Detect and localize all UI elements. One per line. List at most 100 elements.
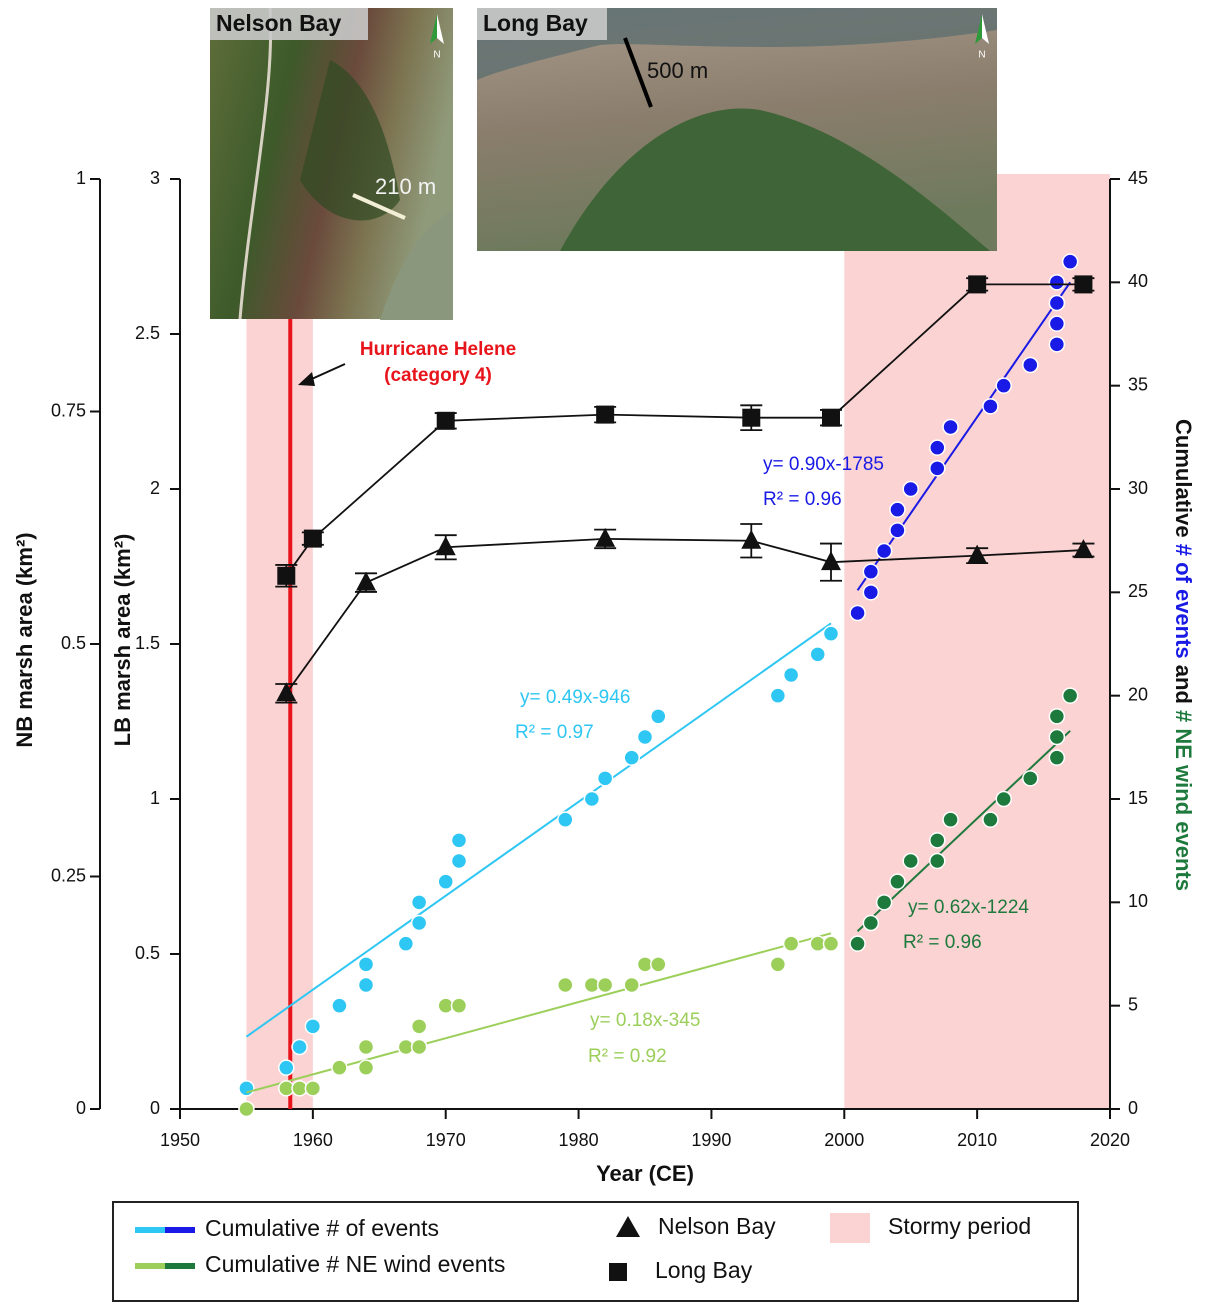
y-tick-label: 0.5 — [135, 943, 160, 963]
event-point — [558, 978, 573, 993]
y-axis-title: LB marsh area (km²) — [110, 534, 135, 747]
legend-label: Stormy period — [888, 1213, 1031, 1239]
y2-tick-label: 5 — [1128, 994, 1138, 1014]
y2-tick-label: 25 — [1128, 581, 1148, 601]
event-point — [638, 730, 653, 745]
fit-equation: y= 0.90x-1785 — [763, 454, 884, 475]
event-point — [624, 750, 639, 765]
inset-title: Nelson Bay — [216, 10, 341, 36]
event-point — [398, 936, 413, 951]
event-point — [651, 709, 666, 724]
scale-label: 500 m — [647, 58, 708, 83]
y2-tick-label: 35 — [1128, 374, 1148, 394]
long-bay-point — [437, 412, 455, 430]
event-point — [824, 936, 839, 951]
long-bay-point — [822, 409, 840, 427]
y2-axis-title-part: Cumulative — [1171, 419, 1196, 544]
x-tick-label: 1950 — [160, 1130, 200, 1150]
hurricane-label: (category 4) — [384, 365, 492, 386]
event-point — [863, 585, 878, 600]
event-point — [943, 420, 958, 435]
x-tick-label: 2010 — [957, 1130, 997, 1150]
event-point — [943, 812, 958, 827]
y3-axis-title: NB marsh area (km²) — [12, 532, 37, 747]
event-point — [239, 1081, 254, 1096]
nelson-bay-point — [595, 528, 615, 547]
event-point — [359, 957, 374, 972]
fit-r2: R² = 0.96 — [903, 932, 982, 953]
y-tick-label: 3 — [150, 168, 160, 188]
x-axis-title: Year (CE) — [596, 1161, 694, 1186]
y3-tick-label: 0.5 — [61, 633, 86, 653]
event-point — [412, 1040, 427, 1055]
y2-tick-label: 40 — [1128, 271, 1148, 291]
event-point — [1023, 358, 1038, 373]
fit-equation: y= 0.62x-1224 — [908, 897, 1029, 918]
event-point — [784, 668, 799, 683]
long-bay-point — [304, 530, 322, 548]
x-tick-label: 1990 — [691, 1130, 731, 1150]
north-label: N — [978, 50, 985, 61]
nelson-bay-point — [741, 530, 761, 549]
long-bay-point — [596, 406, 614, 424]
event-point — [996, 792, 1011, 807]
hurricane-label: Hurricane Helene — [360, 339, 516, 360]
x-tick-label: 2020 — [1090, 1130, 1130, 1150]
event-point — [558, 812, 573, 827]
y3-tick-label: 0 — [76, 1098, 86, 1118]
legend-label: Cumulative # NE wind events — [205, 1251, 505, 1277]
event-point — [1063, 254, 1078, 269]
x-tick-label: 1960 — [293, 1130, 333, 1150]
event-point — [890, 523, 905, 538]
event-point — [305, 1081, 320, 1096]
event-point — [877, 895, 892, 910]
y-tick-label: 0 — [150, 1098, 160, 1118]
event-point — [1049, 337, 1064, 352]
event-point — [1049, 316, 1064, 331]
legend-label: Cumulative # of events — [205, 1215, 439, 1241]
y-tick-label: 2 — [150, 478, 160, 498]
legend-marker — [609, 1263, 627, 1281]
fit-r2: R² = 0.97 — [515, 722, 594, 743]
event-point — [850, 936, 865, 951]
event-point — [624, 978, 639, 993]
event-point — [412, 1019, 427, 1034]
event-point — [412, 895, 427, 910]
event-point — [438, 874, 453, 889]
fit-equation: y= 0.18x-345 — [590, 1010, 700, 1031]
event-point — [651, 957, 666, 972]
event-point — [863, 916, 878, 931]
event-point — [824, 626, 839, 641]
event-point — [332, 1060, 347, 1075]
event-point — [850, 606, 865, 621]
event-point — [890, 874, 905, 889]
legend: Cumulative # of events Cumulative # NE wi… — [113, 1202, 1078, 1301]
long-bay-point — [968, 275, 986, 293]
y-tick-label: 1 — [150, 788, 160, 808]
y3-tick-label: 1 — [76, 168, 86, 188]
event-point — [452, 833, 467, 848]
y2-tick-label: 30 — [1128, 478, 1148, 498]
event-point — [1049, 275, 1064, 290]
long-bay-point — [1074, 275, 1092, 293]
event-point — [584, 792, 599, 807]
event-point — [359, 1060, 374, 1075]
event-point — [239, 1102, 254, 1117]
y2-axis-title-part: and — [1171, 659, 1196, 710]
event-point — [770, 957, 785, 972]
fit-equation: y= 0.49x-946 — [520, 687, 630, 708]
scale-label: 210 m — [375, 174, 436, 199]
event-point — [1049, 750, 1064, 765]
y2-tick-label: 20 — [1128, 684, 1148, 704]
event-point — [996, 378, 1011, 393]
legend-swatch — [830, 1213, 870, 1243]
event-point — [770, 688, 785, 703]
event-point — [930, 461, 945, 476]
event-point — [1063, 688, 1078, 703]
event-point — [890, 502, 905, 517]
event-point — [903, 482, 918, 497]
event-point — [863, 564, 878, 579]
fit-r2: R² = 0.96 — [763, 489, 842, 510]
event-point — [930, 854, 945, 869]
chart: 1950196019701980199020002010202000.511.5… — [0, 0, 1205, 1302]
